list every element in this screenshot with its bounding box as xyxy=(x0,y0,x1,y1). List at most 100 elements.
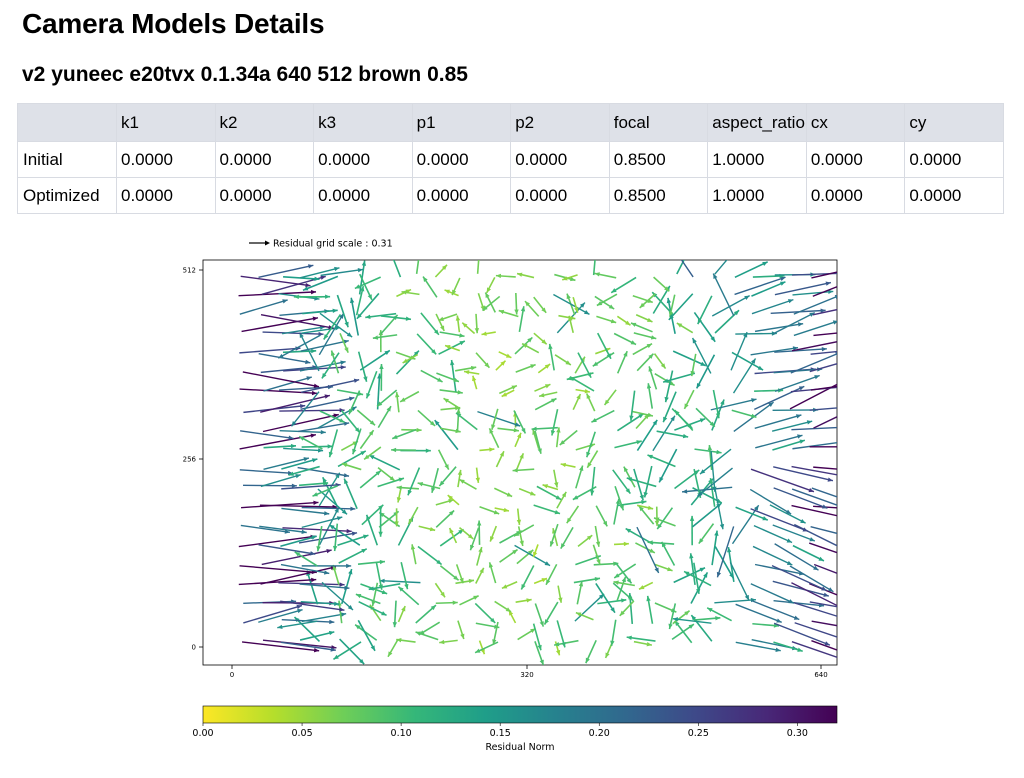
residual-arrow xyxy=(238,577,317,586)
residual-arrow xyxy=(773,466,834,482)
residual-arrow-head xyxy=(608,304,615,310)
colorbar: 0.00 0.05 0.10 0.15 0.20 0.25 0.30 Residual No… xyxy=(192,705,838,753)
residual-arrow-head xyxy=(639,585,645,590)
residual-arrow-shaft xyxy=(297,466,350,477)
residual-arrow xyxy=(769,504,806,524)
residual-arrow-shaft xyxy=(791,582,837,607)
residual-arrow xyxy=(306,570,319,605)
cell-p1: 0.0000 xyxy=(411,141,512,178)
residual-arrow xyxy=(774,281,832,296)
plot-axes-frame xyxy=(202,259,838,666)
residual-arrow-head xyxy=(365,314,371,319)
residual-arrow-head xyxy=(832,320,837,325)
residual-arrow xyxy=(378,508,383,537)
residual-arrow-shaft xyxy=(771,564,827,592)
residual-arrow-head xyxy=(828,289,834,295)
residual-arrow xyxy=(752,622,780,628)
residual-arrow-shaft xyxy=(368,583,401,591)
residual-arrow xyxy=(791,488,837,506)
residual-arrow-head xyxy=(604,399,610,406)
residual-arrow xyxy=(617,499,647,507)
residual-arrow-head xyxy=(849,610,854,614)
residual-arrow xyxy=(493,487,513,498)
residual-arrow-shaft xyxy=(338,548,368,564)
residual-arrow-shaft xyxy=(774,348,827,353)
residual-arrow xyxy=(435,313,445,332)
residual-arrow-head xyxy=(470,544,475,551)
x-tick-label: 0 xyxy=(230,671,234,679)
residual-arrow-head xyxy=(379,364,384,370)
residual-arrow xyxy=(474,602,496,624)
residual-arrow xyxy=(416,333,437,355)
residual-arrow xyxy=(596,293,618,307)
residual-arrow-shaft xyxy=(731,504,760,545)
residual-arrow xyxy=(560,526,574,549)
residual-arrow xyxy=(791,582,854,614)
cell-k2: 0.0000 xyxy=(214,141,315,178)
residual-arrow xyxy=(545,563,558,586)
residual-arrow-head xyxy=(333,654,339,660)
residual-arrow-shaft xyxy=(683,570,712,587)
residual-arrow-head xyxy=(391,447,397,453)
residual-arrow-shaft xyxy=(656,430,689,438)
residual-arrow xyxy=(813,563,837,574)
residual-arrow-head xyxy=(311,577,317,583)
residual-arrow-head xyxy=(813,565,819,571)
residual-arrow-head xyxy=(539,393,545,398)
residual-arrow-shaft xyxy=(773,622,831,646)
residual-arrow xyxy=(635,413,650,430)
residual-arrow-head xyxy=(294,551,301,557)
residual-arrow xyxy=(376,389,398,408)
residual-arrow-head xyxy=(593,248,597,253)
residual-arrow-shaft xyxy=(365,312,397,319)
residual-arrow xyxy=(457,620,465,640)
residual-arrow xyxy=(318,313,345,356)
residual-arrow-head xyxy=(425,448,431,453)
residual-arrow-head xyxy=(865,353,870,357)
residual-arrow-head xyxy=(462,322,468,328)
residual-arrow xyxy=(431,467,439,494)
residual-arrow-head xyxy=(629,415,634,421)
residual-arrow xyxy=(498,384,518,395)
cell-cy: 0.0000 xyxy=(904,141,1004,178)
residual-arrow-shaft xyxy=(769,504,806,524)
residual-arrow-head xyxy=(329,619,335,625)
residual-arrow xyxy=(392,600,398,628)
residual-arrow-shaft xyxy=(239,347,301,354)
residual-arrow-head xyxy=(370,645,375,651)
residual-arrow-head xyxy=(638,506,644,512)
residual-arrow xyxy=(341,462,362,471)
residual-arrow xyxy=(561,274,578,281)
residual-arrow xyxy=(808,542,837,554)
residual-arrow-head xyxy=(363,534,369,539)
residual-arrow xyxy=(241,641,320,653)
residual-arrow-shaft xyxy=(299,360,346,372)
residual-arrow-head xyxy=(664,396,669,403)
residual-arrow-shaft xyxy=(302,309,338,315)
residual-arrow xyxy=(631,410,654,418)
residual-arrow xyxy=(481,295,501,312)
residual-arrow-head xyxy=(530,628,536,634)
cell-focal: 0.8500 xyxy=(608,177,709,214)
residual-arrow-shaft xyxy=(750,468,815,493)
residual-arrow-shaft xyxy=(299,583,350,589)
residual-arrow xyxy=(572,296,579,313)
residual-arrow-head xyxy=(768,402,774,407)
residual-arrow-head xyxy=(825,281,831,286)
residual-arrow xyxy=(638,581,654,590)
residual-arrow-head xyxy=(556,427,561,433)
residual-arrow xyxy=(343,478,358,510)
residual-arrow-head xyxy=(395,392,400,398)
residual-arrow xyxy=(418,525,436,532)
residual-arrow xyxy=(298,435,323,450)
residual-arrow xyxy=(407,506,419,525)
residual-arrow xyxy=(714,260,728,275)
residual-arrow-shaft xyxy=(343,478,358,510)
residual-arrow-shaft xyxy=(792,272,837,276)
residual-arrow-head xyxy=(445,345,451,350)
residual-arrow-head xyxy=(626,635,632,640)
residual-arrow-head xyxy=(663,416,668,423)
residual-arrow-head xyxy=(842,425,847,429)
residual-arrow xyxy=(474,641,499,654)
residual-arrow-head xyxy=(554,482,559,488)
